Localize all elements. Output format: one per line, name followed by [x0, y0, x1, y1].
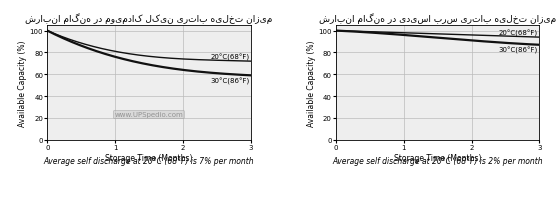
Text: 30°C(86°F): 30°C(86°F) [499, 47, 538, 54]
Y-axis label: Available Capacity (%): Available Capacity (%) [18, 40, 27, 126]
Text: www.UPSpedio.com: www.UPSpedio.com [115, 112, 183, 118]
Text: 30°C(86°F): 30°C(86°F) [210, 78, 249, 85]
Text: Average self discharge at 20°C (68°F) is 2% per month: Average self discharge at 20°C (68°F) is… [332, 156, 543, 165]
Text: 20°C(68°F): 20°C(68°F) [499, 30, 538, 37]
Y-axis label: Available Capacity (%): Available Capacity (%) [306, 40, 316, 126]
Title: شرابنا ماگنه رد یدیسا برس یرتاب هیلخت نازیم: شرابنا ماگنه رد یدیسا برس یرتاب هیلخت نا… [319, 13, 556, 24]
X-axis label: Storage Time (Months): Storage Time (Months) [394, 153, 481, 162]
X-axis label: Storage Time (Months): Storage Time (Months) [105, 153, 193, 162]
Text: 20°C(68°F): 20°C(68°F) [210, 53, 249, 60]
Title: شرابنا ماگنه رد مویمداک لکین یرتاب هیلخت نازیم: شرابنا ماگنه رد مویمداک لکین یرتاب هیلخت… [25, 13, 272, 24]
Text: Average self discharge at 20°C (68°F) is 7% per month: Average self discharge at 20°C (68°F) is… [43, 156, 254, 165]
